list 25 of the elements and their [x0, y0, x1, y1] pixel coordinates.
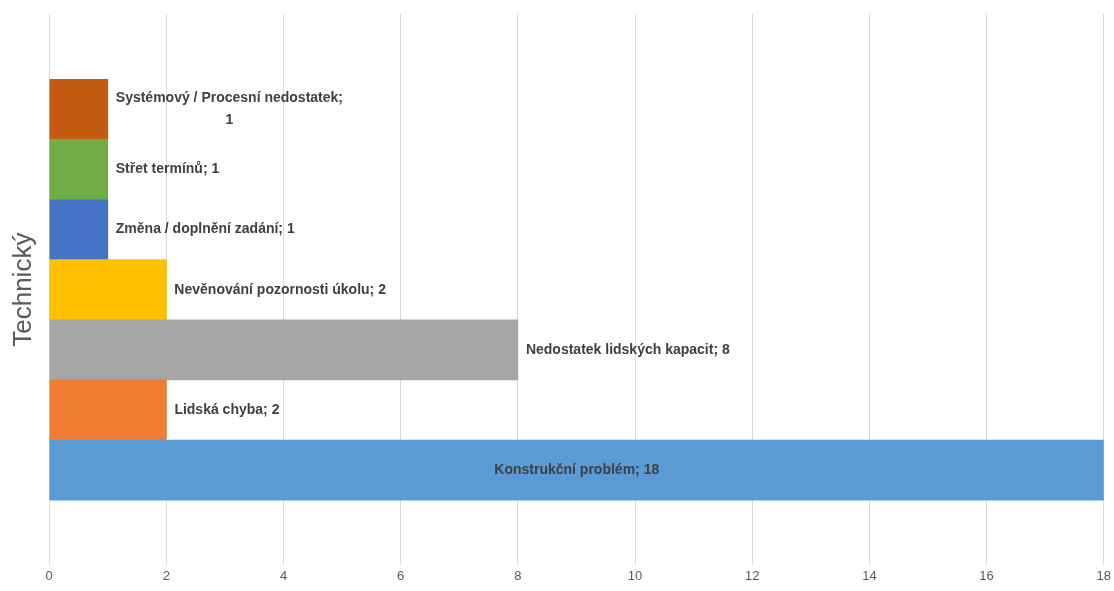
- bar: [49, 379, 167, 441]
- x-tick-label: 6: [397, 567, 405, 583]
- data-label: Lidská chyba; 2: [174, 400, 280, 417]
- data-label: Nedostatek lidských kapacit; 8: [525, 340, 730, 357]
- bar: [49, 78, 109, 140]
- x-tick-label: 0: [45, 567, 53, 583]
- bar: [49, 259, 167, 321]
- bar: [49, 139, 109, 200]
- data-label: Konstrukční problém; 18: [494, 460, 660, 477]
- x-tick-label: 8: [514, 567, 522, 583]
- x-tick-label: 14: [862, 567, 877, 583]
- x-tick-label: 4: [279, 567, 288, 583]
- data-label: Střet termínů; 1: [115, 160, 220, 177]
- bar: [49, 439, 1104, 501]
- bar: [49, 199, 109, 260]
- x-tick-label: 18: [1096, 567, 1111, 583]
- x-tick-label: 12: [745, 567, 760, 583]
- x-tick-label: 2: [162, 567, 170, 583]
- bar: [49, 319, 519, 381]
- x-tick-label: 10: [627, 567, 643, 583]
- data-label: Změna / doplnění zadání; 1: [115, 220, 295, 237]
- y-axis-title: Technický: [6, 232, 37, 347]
- data-label: Systémový / Procesní nedostatek; 1: [115, 89, 343, 128]
- x-tick-label: 16: [979, 567, 994, 583]
- data-label: Nevěnování pozornosti úkolu; 2: [174, 280, 387, 297]
